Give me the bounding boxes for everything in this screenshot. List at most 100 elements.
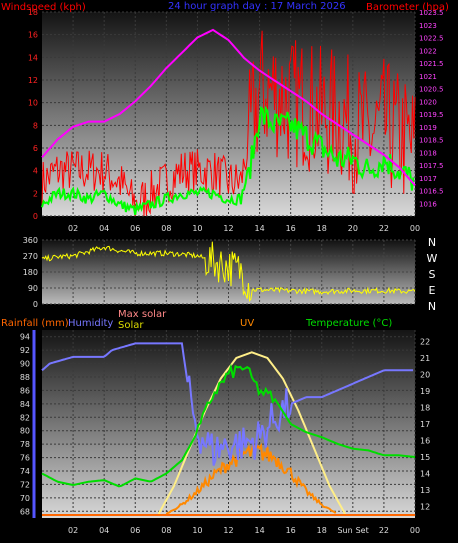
temperature-tick-label: 15 [420,453,430,462]
humidity-tick-label: 76 [20,454,30,463]
temperature-tick-label: 12 [420,502,430,511]
wind-tick-label: 2 [33,189,38,198]
top-x-tick-label: 14 [254,224,264,233]
humidity-label: Humidity [68,318,113,329]
humidity-line [41,342,414,466]
humidity-tick-label: 88 [20,373,30,382]
bottom-x-tick-label: 22 [379,526,389,535]
top-x-ticks: 02 04 06 08 10 12 14 16 18 20 22 00 [68,224,420,233]
humidity-tick-label: 72 [20,480,30,489]
humidity-tick-label: 74 [20,467,30,476]
bottom-x-tick-label: 04 [99,526,109,535]
bottom-x-tick-label: 06 [130,526,140,535]
baro-tick-label: 1021 [419,73,437,81]
compass-label: E [429,284,436,297]
bottom-x-ticks: 02 04 06 08 10 12 14 16 18 Sun Set 22 00 [68,526,420,535]
baro-tick-label: 1022.5 [419,35,444,43]
baro-tick-label: 1016.5 [419,188,444,196]
bottom-x-tick-label: 14 [254,526,264,535]
temperature-tick-label: 17 [420,420,430,429]
wind-tick-label: 16 [28,31,38,40]
top-title: 24 hour graph day : 17 March 2026 [168,1,346,12]
direction-tick-label: 270 [23,252,38,261]
wind-tick-label: 6 [33,144,38,153]
top-x-tick-label: 00 [410,224,420,233]
top-x-tick-label: 16 [286,224,296,233]
top-x-tick-label: 20 [348,224,358,233]
max-solar-label: Max solar [118,309,167,320]
direction-tick-label: 360 [23,236,38,245]
top-x-tick-label: 08 [161,224,171,233]
compass-label: N [428,236,436,249]
bottom-x-tick-label: Set [356,526,369,535]
bottom-x-tick-label: 18 [317,526,327,535]
baro-tick-label: 1017.5 [419,162,444,170]
humidity-tick-label: 68 [20,507,30,516]
baro-tick-label: 1021.5 [419,60,444,68]
baro-tick-label: 1018.5 [419,137,444,145]
windspeed-line [41,30,416,217]
top-x-tick-label: 06 [130,224,140,233]
temperature-ticks: 12 13 14 15 16 17 18 19 20 21 22 [420,338,430,512]
humidity-tick-label: 92 [20,346,30,355]
baro-tick-label: 1020 [419,98,437,106]
bottom-x-tick-label: 00 [410,526,420,535]
humidity-tick-label: 70 [20,494,30,503]
top-series [41,28,416,217]
wind-tick-label: 10 [28,99,38,108]
top-left-label: Windspeed (kph) [1,2,86,13]
humidity-ticks: 68 70 72 74 76 78 80 82 84 86 88 90 92 94 [20,330,36,518]
baro-tick-label: 1019.5 [419,111,444,119]
temperature-tick-label: 21 [420,354,430,363]
top-x-tick-label: 18 [317,224,327,233]
wind-tick-label: 8 [33,121,38,130]
wind-ticks: 0 2 4 6 8 10 12 14 16 18 [28,8,38,221]
uv-line [165,441,337,515]
humidity-tick-label: 84 [20,400,30,409]
wind-tick-label: 0 [33,212,38,221]
wind-gust-line [41,105,415,215]
wind-tick-label: 18 [28,8,38,17]
uv-label: UV [240,318,254,329]
wind-tick-label: 14 [28,53,38,62]
bottom-x-tick-label: 12 [223,526,233,535]
bottom-x-tick-label: 16 [286,526,296,535]
compass-label: N [428,300,436,313]
direction-tick-label: 180 [23,268,38,277]
temperature-label: Temperature (°C) [305,318,392,329]
baro-tick-label: 1022 [419,47,437,55]
baro-tick-label: 1018 [419,149,437,157]
baro-tick-label: 1023 [419,22,437,30]
temperature-tick-label: 18 [420,404,430,413]
wind-tick-label: 12 [28,76,38,85]
baro-ticks: 1016 1016.5 1017 1017.5 1018 1018.5 1019 1019.5… [419,9,444,208]
top-x-tick-label: 12 [223,224,233,233]
bottom-x-tick-label: 08 [161,526,171,535]
top-x-tick-label: 02 [68,224,78,233]
barometer-line [41,28,416,187]
baro-tick-label: 1016 [419,200,437,208]
temperature-tick-label: 19 [420,387,430,396]
top-right-label: Barometer (hpa) [366,2,449,13]
temperature-line [41,363,416,488]
solar-label: Solar [118,320,144,331]
temperature-tick-label: 20 [420,371,430,380]
top-x-tick-label: 10 [192,224,202,233]
compass-label: W [427,252,438,265]
compass-label: S [429,268,436,281]
direction-ticks: 0 90 180 270 360 [23,236,38,309]
baro-tick-label: 1019 [419,124,437,132]
humidity-tick-label: 82 [20,413,30,422]
baro-tick-label: 1023.5 [419,9,444,17]
bottom-series [41,342,416,516]
temperature-tick-label: 13 [420,486,430,495]
top-x-tick-label: 22 [379,224,389,233]
humidity-tick-label: 94 [20,333,30,342]
humidity-tick-label: 78 [20,440,30,449]
humidity-tick-label: 86 [20,386,30,395]
temperature-tick-label: 14 [420,469,430,478]
bottom-x-tick-label: 02 [68,526,78,535]
temperature-tick-label: 16 [420,436,430,445]
